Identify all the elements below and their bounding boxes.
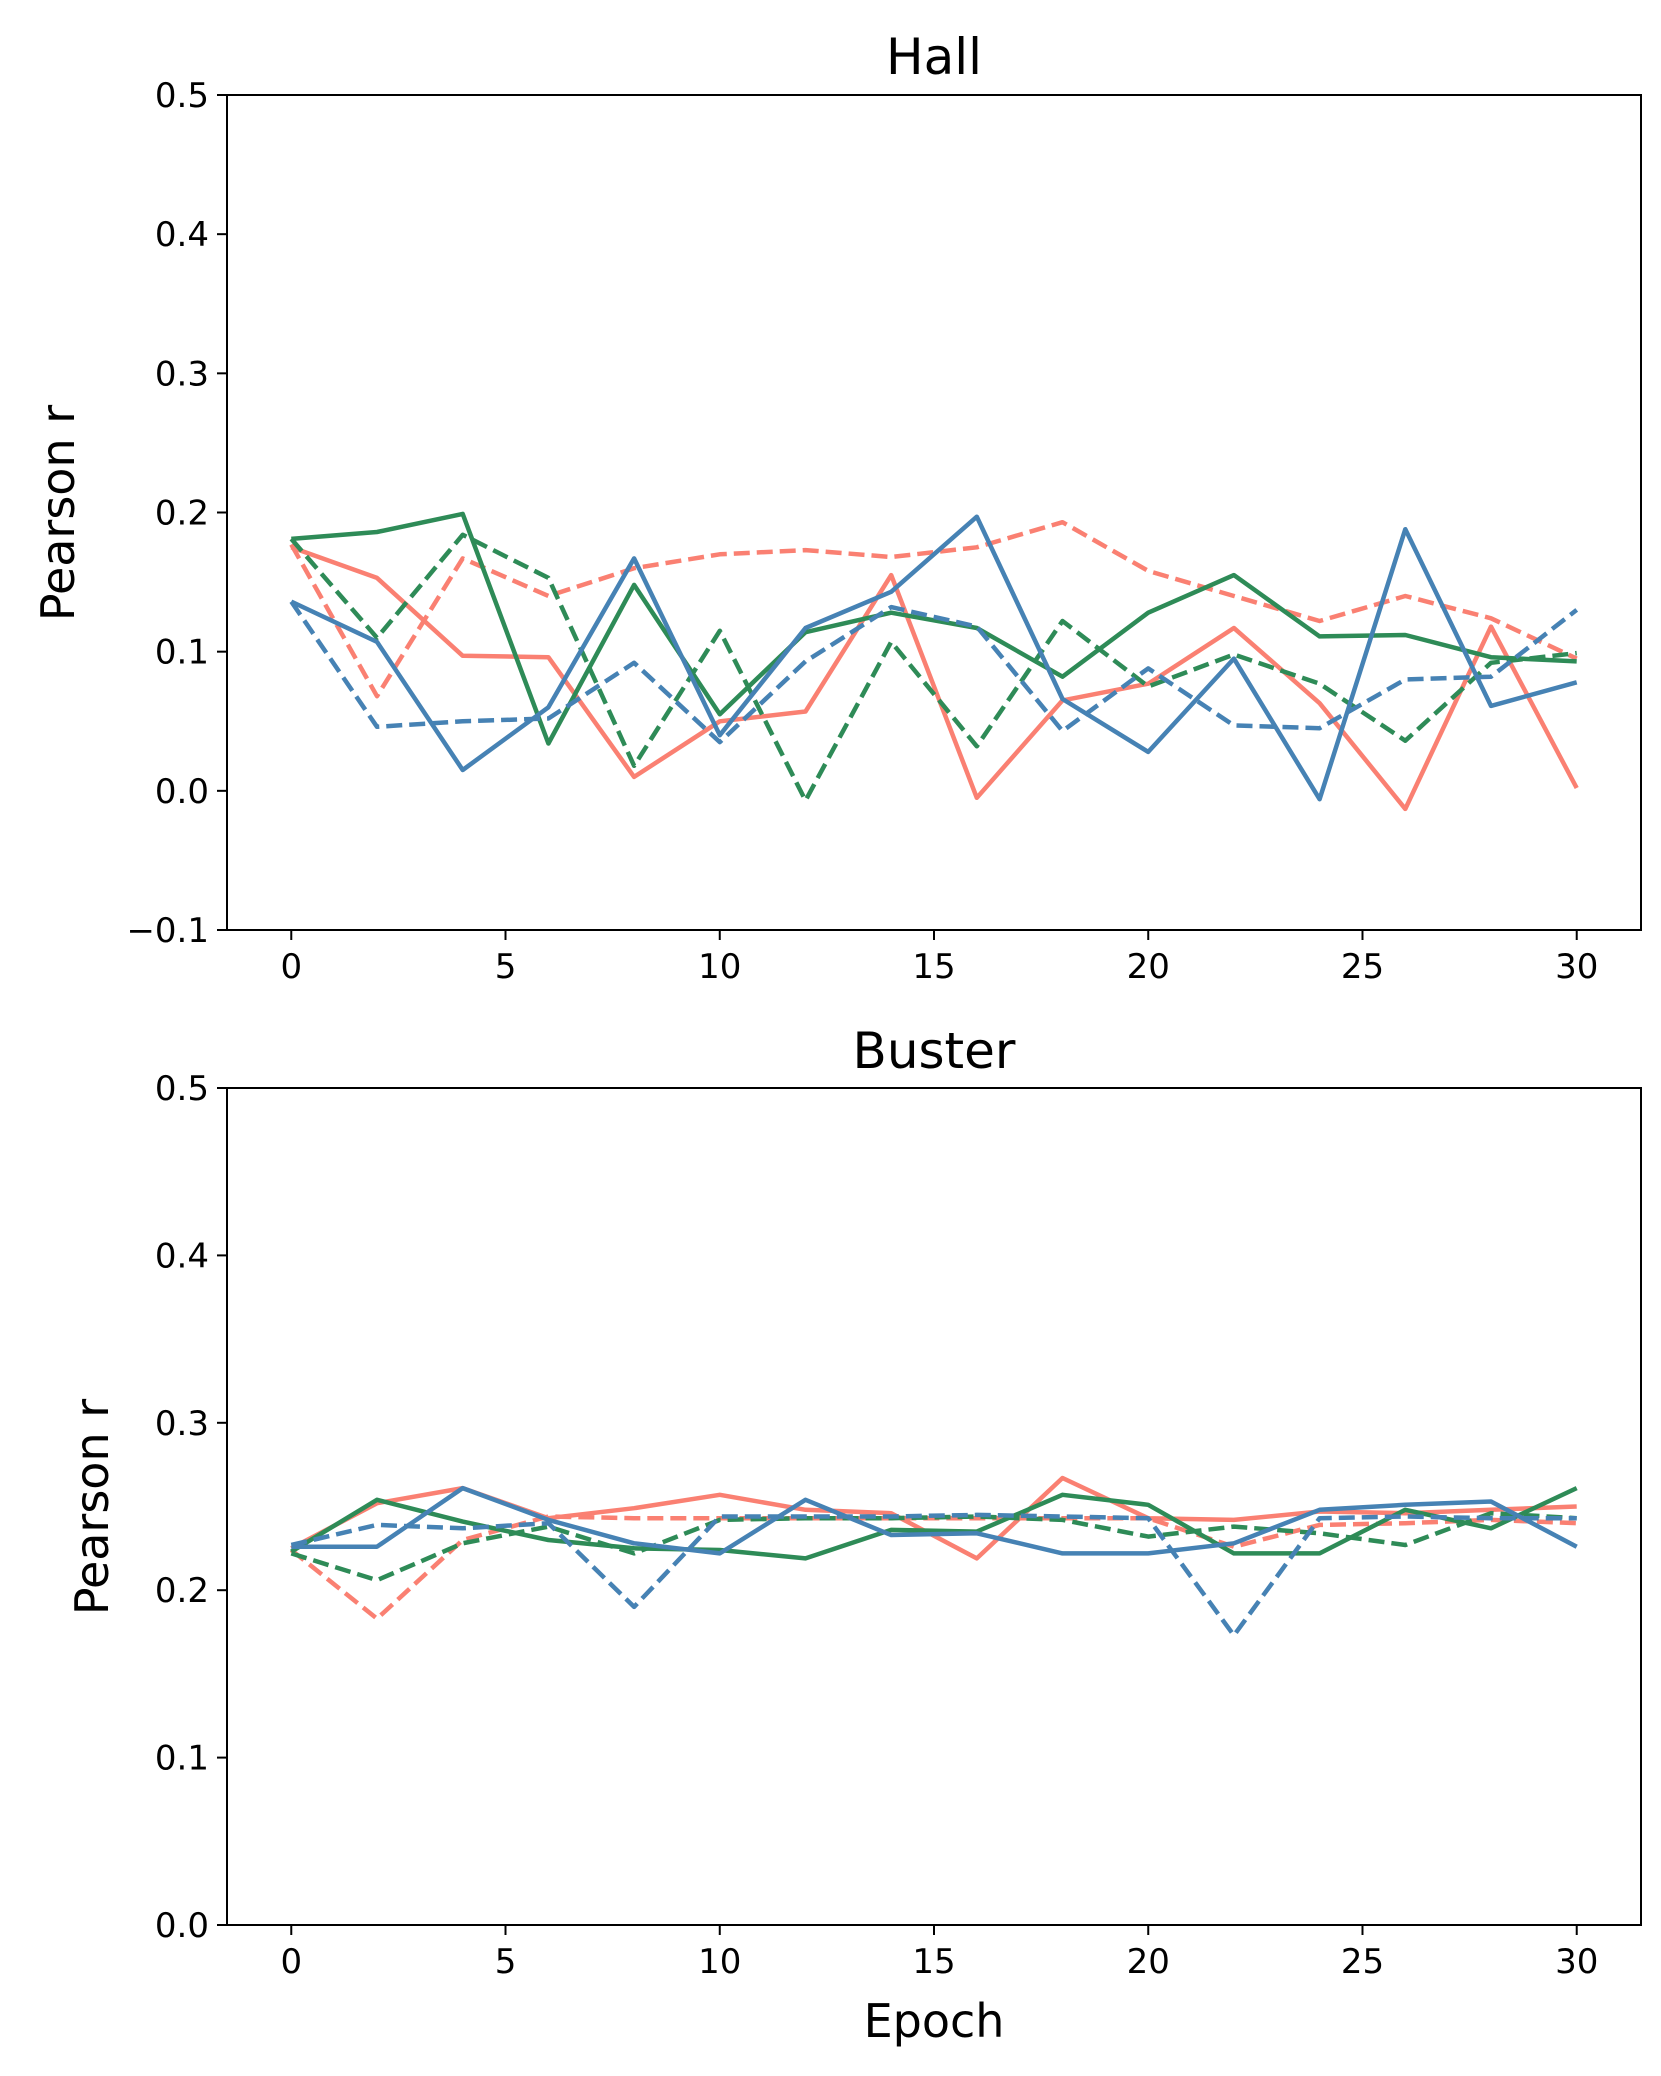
hall-panel: Hall Pearson r 0 5 10 15 20 25 30 −0.1 0.0 0.1 0.2… — [31, 28, 1642, 987]
hall-plot-frame — [226, 94, 1642, 931]
hall-y-axis-label: Pearson r — [31, 405, 85, 621]
y-tick-label: 0.2 — [155, 1571, 209, 1611]
series-line-salmon-dashed — [289, 1514, 1577, 1621]
x-tick-label: 25 — [1341, 1942, 1384, 1982]
y-tick-label: 0.0 — [155, 1906, 209, 1946]
buster-plot-frame — [226, 1087, 1642, 1926]
x-tick-label: 5 — [495, 947, 517, 987]
x-tick-label: 15 — [912, 1942, 955, 1982]
x-tick-label: 0 — [280, 947, 302, 987]
series-line-green-dashed — [289, 532, 1577, 803]
series-line-blue-dashed — [289, 600, 1579, 745]
hall-series-lines — [289, 511, 1579, 812]
x-tick-label: 10 — [698, 947, 741, 987]
y-tick-label: 0.1 — [155, 1739, 209, 1779]
x-tick-label: 25 — [1341, 947, 1384, 987]
x-axis-label: Epoch — [864, 1994, 1005, 2048]
y-tick-label: 0.3 — [155, 354, 209, 394]
buster-title: Buster — [853, 1022, 1016, 1080]
x-tick-label: 0 — [280, 1942, 302, 1982]
series-line-blue-solid — [291, 1485, 1578, 1556]
buster-axis-ticks: 0 5 10 15 20 25 30 0.0 0.1 0.2 0.3 0.4 0.5 — [155, 1069, 1598, 1982]
y-tick-label: −0.1 — [126, 911, 209, 951]
x-tick-label: 20 — [1127, 947, 1170, 987]
series-line-salmon-solid — [290, 545, 1579, 812]
series-line-green-solid — [290, 1486, 1578, 1561]
y-tick-label: 0.2 — [155, 494, 209, 534]
series-line-salmon-dashed — [289, 519, 1578, 699]
y-tick-label: 0.3 — [155, 1404, 209, 1444]
x-tick-label: 5 — [495, 1942, 517, 1982]
x-tick-label: 20 — [1127, 1942, 1170, 1982]
buster-panel: Buster Pearson r 0 5 10 15 20 25 30 0.0 0.1 0.2 0.… — [65, 1022, 1642, 1982]
buster-series-lines — [289, 1475, 1578, 1638]
x-tick-label: 30 — [1555, 1942, 1598, 1982]
series-line-green-solid — [291, 511, 1577, 746]
x-tick-label: 15 — [912, 947, 955, 987]
y-tick-label: 0.1 — [155, 633, 209, 673]
y-tick-label: 0.5 — [155, 1069, 209, 1109]
hall-axis-ticks: 0 5 10 15 20 25 30 −0.1 0.0 0.1 0.2 0.3 0.4 0.5 — [126, 76, 1598, 987]
series-line-blue-solid — [290, 514, 1578, 802]
x-tick-label: 30 — [1555, 947, 1598, 987]
y-tick-label: 0.4 — [155, 215, 209, 255]
buster-y-axis-label: Pearson r — [65, 1399, 119, 1615]
y-tick-label: 0.5 — [155, 76, 209, 116]
series-line-blue-dashed — [290, 1512, 1577, 1638]
y-tick-label: 0.4 — [155, 1236, 209, 1276]
hall-title: Hall — [886, 28, 982, 86]
x-tick-label: 10 — [698, 1942, 741, 1982]
y-tick-label: 0.0 — [155, 772, 209, 812]
